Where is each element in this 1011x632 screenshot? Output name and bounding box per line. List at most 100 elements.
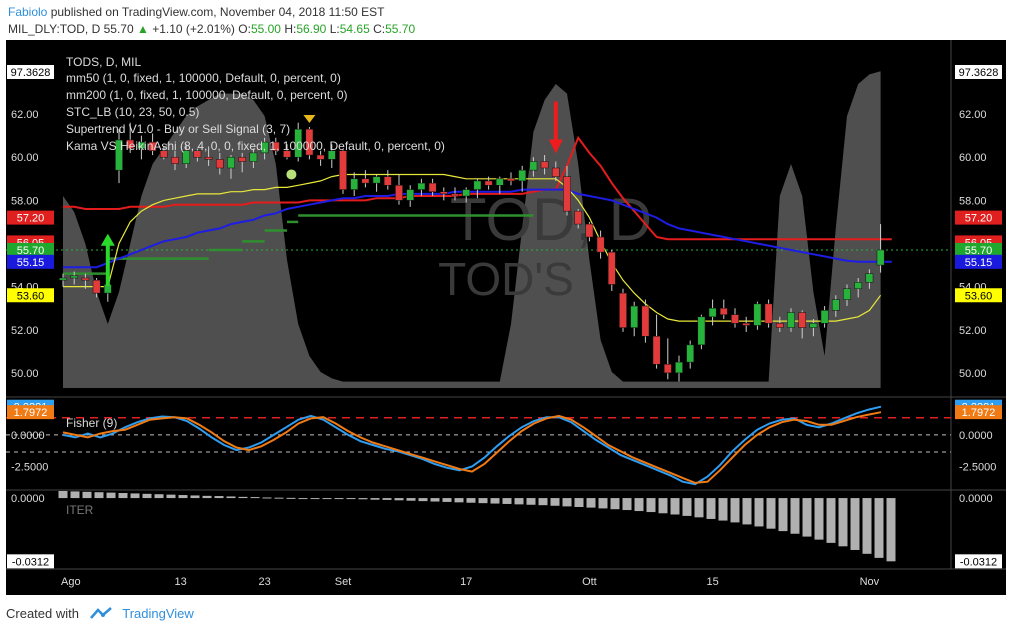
tradingview-logo-icon: [89, 606, 113, 623]
fisher-tick-label-left: -2.5000: [11, 462, 48, 474]
iter-bar: [574, 498, 584, 507]
candle-body: [529, 161, 538, 171]
price-tick-label-left: 60.00: [11, 152, 39, 164]
candle-body: [159, 150, 168, 158]
price-tick-label: 62.00: [959, 109, 987, 121]
chart-svg[interactable]: TOD, D TOD'S TODS, D, MIL mm50 (1, 0, fi…: [6, 40, 1006, 595]
candle-body: [697, 316, 706, 346]
iter-bar: [694, 498, 704, 518]
high-value: 56.90: [296, 22, 327, 36]
iter-bar: [406, 498, 416, 501]
kama-line: [63, 173, 882, 322]
iter-label[interactable]: ITER: [66, 503, 94, 517]
candle-body: [775, 323, 784, 328]
iter-bar: [562, 498, 572, 507]
candle-body: [675, 361, 683, 374]
price-badge: [7, 288, 54, 303]
price-badge: [7, 210, 54, 225]
x-axis-label: Set: [335, 576, 352, 588]
iter-bar: [826, 498, 836, 543]
candle-body: [473, 180, 482, 190]
candle-body: [753, 303, 762, 326]
candle-body: [563, 176, 571, 212]
iter-bar: [442, 498, 452, 502]
watermark-ticker: TOD, D: [450, 186, 652, 253]
fisher-tick-label: -2.5000: [959, 462, 996, 474]
author-link[interactable]: Fabiolo: [8, 5, 48, 19]
candle-body: [876, 249, 885, 266]
iter-bar: [550, 498, 560, 506]
watermark-name: TOD'S: [438, 253, 574, 305]
iter-bar: [658, 498, 668, 514]
x-axis-label: 13: [174, 576, 186, 588]
candle-body: [439, 191, 448, 195]
candle-body: [764, 303, 773, 324]
legend-supertrend[interactable]: Supertrend V1.0 - Buy or Sell Signal (3,…: [66, 122, 290, 136]
candle-body: [551, 167, 560, 177]
candle-body: [507, 178, 515, 182]
fisher-badge-label: 1.7972: [14, 407, 48, 419]
price-badge: [955, 242, 1002, 257]
chart-area[interactable]: TOD, D TOD'S TODS, D, MIL mm50 (1, 0, fi…: [6, 40, 1006, 595]
close-value: 55.70: [385, 22, 416, 36]
legend-stc[interactable]: STC_LB (10, 23, 50, 0.5): [66, 105, 199, 119]
iter-bar: [646, 498, 656, 513]
iter-bar: [718, 498, 728, 521]
candle-body: [204, 156, 213, 160]
x-axis-label: Ott: [582, 576, 597, 588]
iter-bar: [178, 495, 188, 499]
price-tick-label-left: 62.00: [11, 109, 39, 121]
iter-bar: [778, 498, 788, 532]
price-badge: [955, 254, 1002, 269]
iter-bar: [130, 493, 140, 499]
candle-body: [630, 305, 639, 328]
candle-body: [417, 182, 426, 190]
price-badge: [955, 65, 1002, 79]
price-change: +1.10 (+2.01%): [152, 22, 235, 36]
legend-kama[interactable]: Kama VS HeikinAshi (8, 4, 0, 0, fixed, 1…: [66, 139, 445, 153]
candle-body: [663, 364, 672, 374]
fisher-badge: [7, 405, 54, 420]
legend-mm200[interactable]: mm200 (1, 0, fixed, 1, 100000, Default, …: [66, 88, 348, 102]
fisher-label[interactable]: Fisher (9): [66, 416, 117, 430]
iter-bar: [166, 494, 176, 499]
candle-body: [126, 139, 135, 149]
candle-body: [339, 150, 347, 190]
candle-body: [115, 139, 123, 171]
candle-body: [809, 323, 818, 328]
iter-bar: [538, 498, 548, 506]
iter-bar: [58, 490, 68, 499]
candle-body: [495, 178, 504, 186]
iter-badge: [955, 554, 1002, 569]
iter-bar: [322, 498, 332, 500]
iter-bar: [118, 493, 128, 499]
iter-bar: [586, 498, 596, 508]
candle-body: [327, 150, 336, 160]
iter-bar: [682, 498, 692, 516]
iter-bar: [598, 498, 608, 509]
iter-bar: [706, 498, 716, 519]
candle-body: [103, 284, 112, 294]
iter-tick-label: 0.0000: [959, 493, 993, 505]
symbol-label: MIL_DLY:TOD, D: [8, 22, 101, 36]
open-label: O:: [238, 22, 251, 36]
price-badge: [955, 210, 1002, 225]
candle-body: [294, 128, 303, 158]
tradingview-link[interactable]: TradingView: [122, 606, 194, 621]
candle-body: [831, 299, 840, 311]
candle-body: [171, 156, 179, 164]
low-value: 54.65: [339, 22, 370, 36]
iter-bar: [214, 496, 224, 499]
candle-body: [596, 236, 605, 253]
candle-body: [585, 223, 594, 238]
iter-bar: [274, 497, 284, 499]
iter-bar: [790, 498, 800, 534]
candle-body: [406, 189, 415, 201]
iter-bar: [394, 498, 404, 501]
legend-mm50[interactable]: mm50 (1, 0, fixed, 1, 100000, Default, 0…: [66, 71, 341, 85]
iter-bar: [250, 497, 260, 499]
last-price: 55.70: [103, 22, 134, 36]
candle-body: [708, 307, 717, 318]
iter-bar: [262, 497, 272, 499]
price-badge-label: 55.15: [965, 257, 993, 269]
